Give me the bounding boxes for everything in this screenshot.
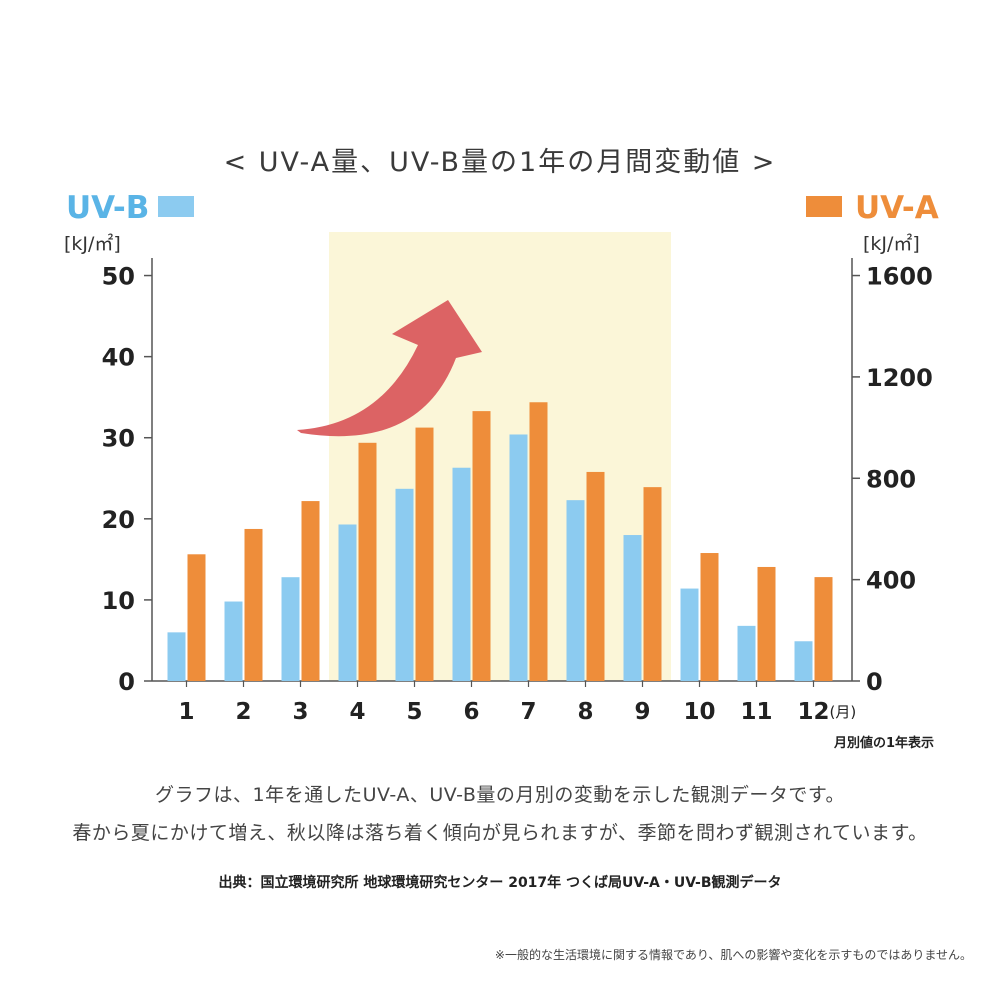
y-left-tick-label: 0	[118, 668, 135, 696]
source-text: 出典：国立環境研究所 地球環境研究センター 2017年 つくば局UV-A・UV-…	[218, 875, 782, 891]
chart: UV-B UV-A[kJ/㎡] [kJ/㎡]01020304050040080012…	[64, 190, 939, 751]
bar-uvb-month-10	[680, 588, 699, 681]
bar-uvb-month-3	[281, 577, 300, 681]
bar-uva-month-1	[187, 554, 206, 681]
legend-uva-swatch	[806, 196, 842, 217]
bar-uvb-month-4	[338, 524, 357, 681]
legend-uva-label: UV-A	[855, 190, 939, 226]
x-tick-label: 8	[577, 699, 593, 725]
bar-uva-month-2	[244, 528, 263, 681]
y-right-tick-label: 0	[866, 668, 883, 696]
chart-title: < UV-A量、UV-B量の1年の月間変動値 >	[223, 147, 777, 178]
bar-uvb-month-7	[509, 434, 528, 681]
bar-uva-month-9	[643, 487, 662, 681]
bar-uva-month-10	[700, 553, 719, 681]
description-line-2: 春から夏にかけて増え、秋以降は落ち着く傾向が見られますが、季節を問わず観測されて…	[72, 822, 928, 844]
y-right-tick-label: 1200	[866, 364, 933, 392]
y-left-tick-label: 40	[102, 344, 135, 372]
legend-uvb-label: UV-B	[66, 190, 149, 226]
y-left-unit: [kJ/㎡]	[64, 232, 121, 255]
x-tick-label: 9	[634, 699, 650, 725]
x-tick-label: 5	[406, 699, 422, 725]
bar-uva-month-3	[301, 501, 320, 681]
x-tick-label: 12	[797, 699, 829, 725]
y-right-unit: [kJ/㎡]	[863, 232, 920, 255]
bar-uva-month-8	[586, 471, 605, 681]
y-left-tick-label: 10	[102, 587, 135, 615]
x-tick-label: 1	[178, 699, 194, 725]
chart-annotation: 月別値の1年表示	[833, 735, 934, 751]
legend-uvb-swatch	[158, 196, 194, 217]
bar-uvb-month-6	[452, 467, 471, 681]
x-tick-label: 6	[463, 699, 479, 725]
disclaimer-note: ※一般的な生活環境に関する情報であり、肌への影響や変化を示すものではありません。	[494, 948, 972, 962]
x-tick-label: 10	[683, 699, 715, 725]
bar-uva-month-12	[814, 577, 833, 681]
bar-uvb-month-9	[623, 535, 642, 681]
x-tick-label: 3	[292, 699, 308, 725]
y-right-tick-label: 1600	[866, 263, 933, 291]
description-line-1: グラフは、1年を通したUV-A、UV-B量の月別の変動を示した観測データです。	[155, 784, 845, 806]
y-left-tick-label: 50	[102, 263, 135, 291]
bar-uva-month-5	[415, 427, 434, 681]
y-left-tick-label: 20	[102, 506, 135, 534]
x-unit: (月)	[830, 703, 857, 721]
y-right-tick-label: 400	[866, 567, 916, 595]
x-tick-label: 2	[235, 699, 251, 725]
bar-uva-month-7	[529, 402, 548, 681]
highlight-band	[329, 232, 671, 681]
bar-uva-month-4	[358, 442, 377, 681]
bar-uvb-month-11	[737, 625, 756, 681]
bar-uvb-month-8	[566, 500, 585, 681]
increase-arrow	[297, 300, 482, 437]
bar-uva-month-11	[757, 566, 776, 681]
bar-uvb-month-5	[395, 488, 414, 681]
bar-uva-month-6	[472, 411, 491, 681]
bar-uvb-month-2	[224, 601, 243, 681]
bar-uvb-month-1	[167, 632, 186, 681]
y-left-tick-label: 30	[102, 425, 135, 453]
bar-uvb-month-12	[794, 641, 813, 681]
x-tick-label: 4	[349, 699, 365, 725]
y-right-tick-label: 800	[866, 465, 916, 493]
x-tick-label: 11	[740, 699, 772, 725]
x-tick-label: 7	[520, 699, 536, 725]
